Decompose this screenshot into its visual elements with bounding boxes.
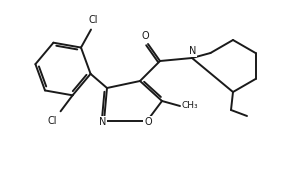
Text: N: N — [189, 46, 197, 56]
Text: O: O — [141, 31, 149, 41]
Text: CH₃: CH₃ — [182, 102, 199, 111]
Text: Cl: Cl — [48, 116, 57, 126]
Text: N: N — [99, 117, 107, 127]
Text: Cl: Cl — [88, 15, 98, 24]
Text: O: O — [144, 117, 152, 127]
